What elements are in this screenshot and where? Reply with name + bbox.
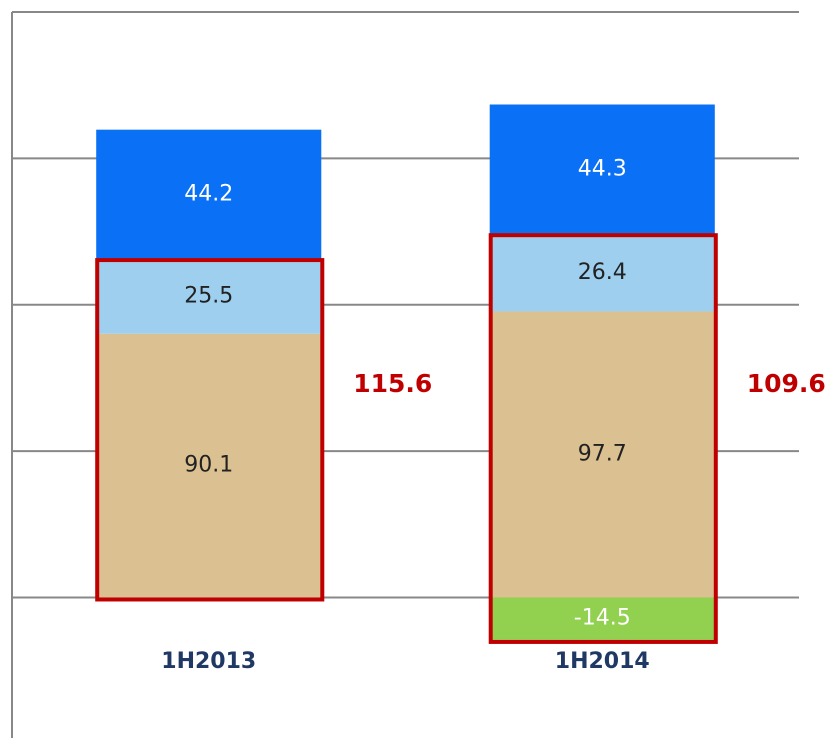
total-label: 115.6 bbox=[353, 369, 432, 398]
total-box bbox=[95, 258, 325, 602]
x-tick-label: 1H2014 bbox=[555, 649, 650, 674]
data-label: 97.7 bbox=[578, 441, 627, 466]
bar-segment bbox=[489, 234, 715, 312]
bar-segment bbox=[489, 311, 715, 598]
bar-segment bbox=[96, 333, 322, 598]
total-label: 109.6 bbox=[747, 369, 826, 398]
data-label: -14.5 bbox=[574, 606, 631, 631]
bar-segment bbox=[96, 259, 322, 334]
total-box bbox=[488, 233, 718, 644]
bar-segment bbox=[489, 104, 715, 235]
bar-segment bbox=[489, 597, 715, 640]
data-label: 25.5 bbox=[184, 283, 233, 308]
data-label: 90.1 bbox=[184, 453, 233, 478]
data-label: 44.3 bbox=[578, 156, 627, 181]
bar-segment bbox=[96, 129, 322, 260]
data-label: 26.4 bbox=[578, 260, 627, 285]
x-tick-label: 1H2013 bbox=[161, 649, 256, 674]
data-label: 44.2 bbox=[184, 181, 233, 206]
